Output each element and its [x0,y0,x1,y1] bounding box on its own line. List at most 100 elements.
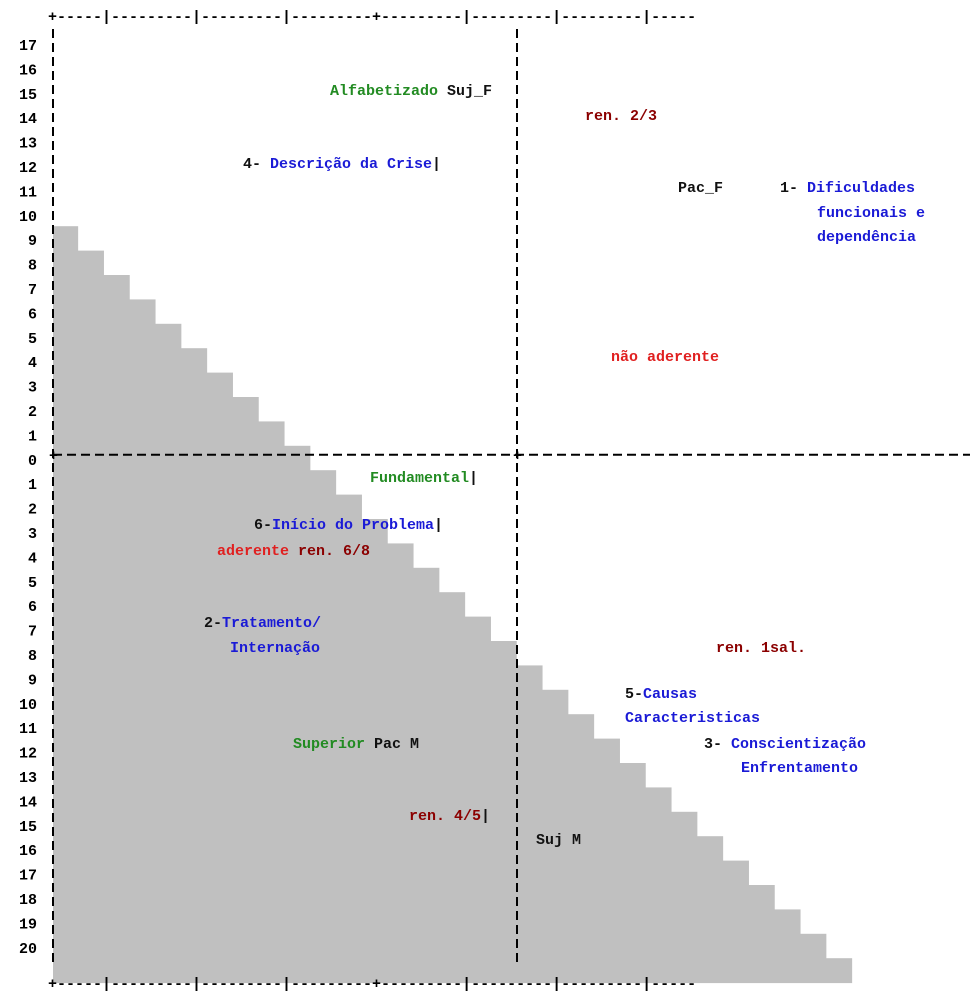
y-tick-label: 7 [28,282,37,299]
y-tick-label: 4 [28,550,37,567]
histogram-bar [53,811,698,837]
point-label: dependência [817,229,916,246]
histogram-bar [53,689,569,715]
point-label: 3- Conscientização [704,736,866,753]
point-label: 5-Causas [625,686,697,703]
point-label: Caracteristicas [625,710,760,727]
y-tick-label: 15 [19,87,37,104]
point-label: 2-Tratamento/ [204,615,321,632]
point-label-part: Enfrentamento [741,760,858,777]
y-tick-label: 2 [28,404,37,421]
point-label-part: ren. 2/3 [585,108,657,125]
y-tick-label: 13 [19,770,37,787]
point-label-part: Causas [643,686,697,703]
histogram-bar [53,543,414,569]
y-tick-label: 3 [28,380,37,397]
point-label-part: | [432,156,441,173]
y-tick-label: 15 [19,819,37,836]
y-tick-label: 6 [28,306,37,323]
point-label: ren. 4/5| [409,808,490,825]
point-label-part: Superior [293,736,374,753]
histogram-bar [53,445,311,471]
y-tick-label: 8 [28,648,37,665]
point-label-part: | [469,470,478,487]
histogram-bar [53,860,749,886]
top-ruler: +-----|---------|---------|---------+---… [48,9,696,26]
point-label-part: Caracteristicas [625,710,760,727]
point-label-part: ren. 4/5 [409,808,481,825]
histogram-bar [53,421,285,447]
y-tick-label: 11 [19,721,37,738]
point-label-part: dependência [817,229,916,246]
point-label: Alfabetizado Suj_F [330,83,492,100]
histogram-bar [53,738,620,764]
y-tick-label: 3 [28,526,37,543]
point-label-part: Fundamental [370,470,469,487]
point-label: 1- Dificuldades [780,180,915,197]
y-tick-label: 1 [28,428,37,445]
point-label-part: funcionais e [817,205,925,222]
histogram-bar [53,665,543,691]
point-labels: Alfabetizado Suj_F ren. 2/3 4- Descrição d… [204,83,925,849]
y-tick-label: 5 [28,575,37,592]
origin-plus: + [49,448,58,465]
y-tick-label: 11 [19,184,37,201]
histogram-bar [53,372,233,398]
point-label-part: Pac M [374,736,419,753]
histogram-bar [53,275,130,300]
y-tick-label: 10 [19,209,37,226]
y-tick-label: 12 [19,160,37,177]
y-tick-label: 4 [28,355,37,372]
bottom-ruler: +-----|---------|---------|---------+---… [48,976,696,992]
point-label: funcionais e [817,205,925,222]
y-tick-label: 8 [28,258,37,275]
y-tick-label: 10 [19,697,37,714]
point-label-part: | [481,808,490,825]
point-label: aderente ren. 6/8 [217,543,370,560]
point-label: ren. 1sal. [716,640,806,657]
point-label: ren. 2/3 [585,108,657,125]
point-label-part: Início do Problema [272,517,434,534]
y-tick-label: 0 [28,453,37,470]
y-tick-label: 2 [28,502,37,519]
point-label-part: | [434,517,443,534]
point-label: Fundamental| [370,470,478,487]
y-tick-label: 7 [28,624,37,641]
y-tick-label: 16 [19,62,37,79]
y-tick-label: 1 [28,477,37,494]
histogram-bar [53,933,827,959]
point-label-part: Descrição da Crise [270,156,432,173]
histogram-bar [53,348,208,374]
point-label: 6-Início do Problema| [254,517,443,534]
y-tick-label: 18 [19,892,37,909]
point-label: não aderente [611,349,719,366]
histogram-bar [53,397,259,422]
point-label-part: 3- [704,736,731,753]
y-tick-label: 14 [19,794,37,811]
histogram-bar [53,909,801,935]
histogram-bar [53,323,182,349]
point-label-part: Suj_F [447,83,492,100]
histogram-bar [53,641,517,666]
y-tick-label: 6 [28,599,37,616]
point-label-part: Internação [230,640,320,657]
y-tick-label: 16 [19,843,37,860]
histogram-bar [53,714,595,740]
y-tick-label: 9 [28,672,37,689]
histogram-bar [53,519,388,544]
point-label: Enfrentamento [741,760,858,777]
histogram-bar [53,885,775,910]
point-label-part: Dificuldades [807,180,915,197]
y-tick-label: 17 [19,868,37,885]
histogram-bar [53,958,853,984]
point-label-part: Conscientização [731,736,866,753]
y-tick-label: 20 [19,941,37,958]
y-tick-label: 5 [28,331,37,348]
point-label-part: 4- [243,156,270,173]
point-label-part: Suj M [536,832,581,849]
point-label: 4- Descrição da Crise| [243,156,441,173]
y-tick-label: 19 [19,916,37,933]
y-tick-label: 14 [19,111,37,128]
point-label: Superior Pac M [293,736,419,753]
point-label-part: não aderente [611,349,719,366]
